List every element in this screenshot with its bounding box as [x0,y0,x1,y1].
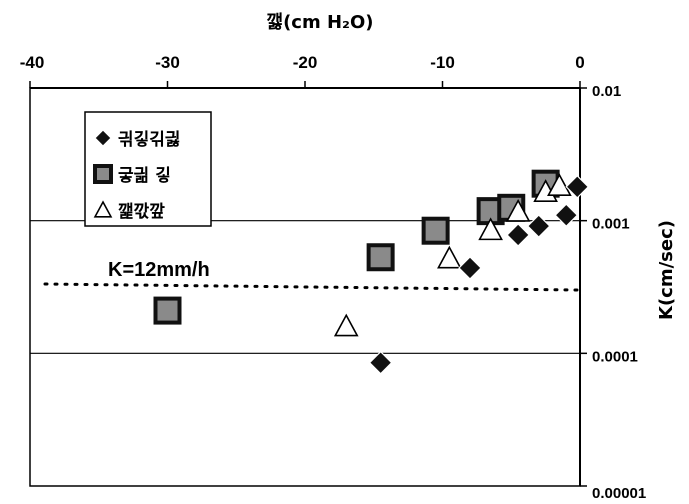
y-tick-label-3: 0.00001 [592,485,646,502]
x-ticks: -40 -30 -20 -10 0 [20,53,585,88]
point-square-1 [366,243,395,272]
reference-line-group [43,282,580,292]
point-triangle-1 [437,245,462,269]
legend-marker-diamond [94,129,112,147]
point-diamond-2 [506,223,530,247]
legend-label-triangle: 깵깏깦 [118,202,165,222]
point-diamond-0 [368,350,393,375]
x-tick-label-1: -30 [155,53,180,72]
x-tick-label-4: 0 [575,53,584,72]
data-points [153,169,590,375]
point-triangle-5 [547,173,572,196]
point-triangle-2 [478,217,503,241]
point-diamond-1 [458,256,482,280]
threshold-line [43,282,580,292]
point-diamond-4 [554,203,579,228]
point-diamond-3 [526,214,551,238]
legend-label-diamond: 긖깋긲긣 [118,129,181,150]
point-square-0 [153,296,182,325]
point-triangle-0 [333,313,359,337]
point-triangle-3 [505,198,531,222]
legend-marker-triangle [93,200,113,218]
legend-label-square: 긓긞 깋 [118,165,171,186]
y-tick-label-0: 0.01 [592,83,621,100]
point-square-2 [421,216,450,245]
x-tick-label-2: -20 [293,53,318,72]
y-axis-title: K(cm/sec) [656,220,677,320]
y-tick-label-2: 0.0001 [592,348,638,365]
legend-marker-square [93,164,113,184]
point-diamond-5 [565,174,590,199]
y-tick-label-1: 0.001 [592,216,630,233]
x-tick-label-3: -10 [430,53,455,72]
threshold-label: K=12mm/h [108,259,210,281]
x-axis-title: 깷(cm H₂O) [267,12,374,33]
x-tick-label-0: -40 [20,53,45,72]
y-ticks: 0.01 0.001 0.0001 0.00001 [580,83,646,502]
